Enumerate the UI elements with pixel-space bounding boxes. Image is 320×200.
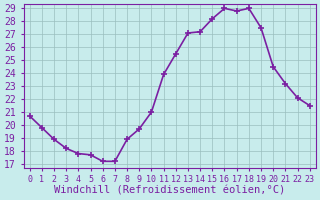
X-axis label: Windchill (Refroidissement éolien,°C): Windchill (Refroidissement éolien,°C) (54, 186, 285, 196)
